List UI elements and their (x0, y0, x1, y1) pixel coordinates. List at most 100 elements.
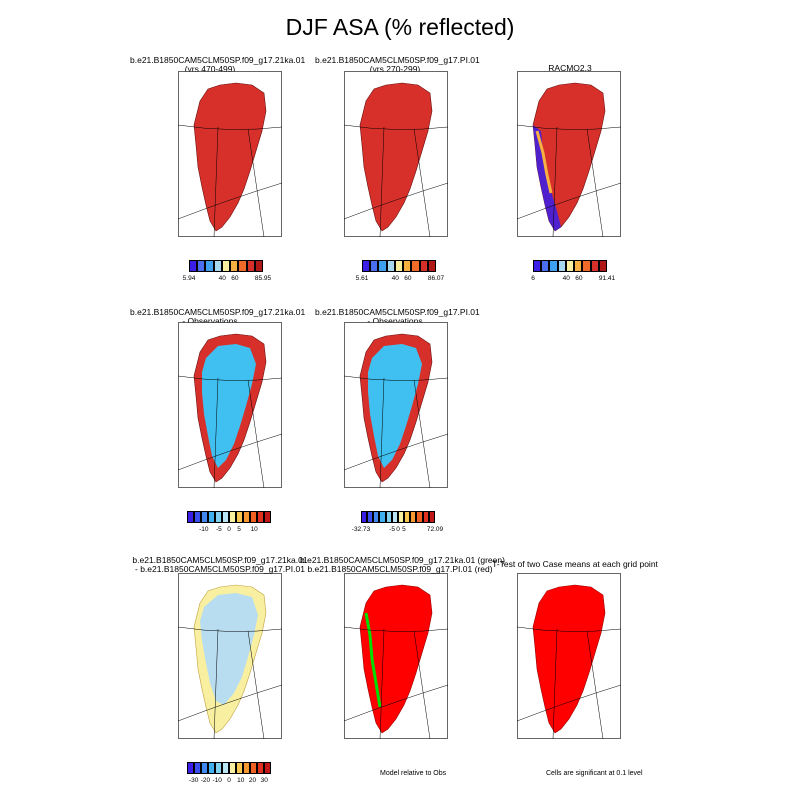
colorbar-tick-label: -5 (216, 526, 222, 533)
colorbar-box (397, 511, 405, 523)
map-fill-group (193, 584, 267, 734)
green-margin (364, 612, 382, 708)
colorbar-box (230, 260, 239, 272)
panel-title-line: - Observations (367, 316, 423, 326)
colorbar-box (367, 511, 374, 523)
panel-title-line: RACMO2.3 (548, 63, 592, 73)
colorbar-box (229, 762, 236, 774)
interior-region (368, 344, 422, 468)
colorbar-box (391, 511, 398, 523)
colorbar-tick-label: 91.41 (598, 275, 616, 282)
greenland-map (344, 573, 448, 739)
map-panel-ttest (517, 573, 621, 739)
colorbar-21ka-minus-obs: -10 -5 0 5 10 (187, 511, 271, 535)
colorbar-box (246, 260, 255, 272)
colorbar-box (264, 511, 271, 523)
colorbar-box (222, 762, 229, 774)
colorbar-tick-label: 5 (402, 526, 406, 533)
parallel-line (178, 124, 282, 130)
colorbar-box (189, 260, 198, 272)
colorbar-racmo: 6 40 60 91.41 (531, 260, 615, 284)
colorbar-tick-label: 60 (575, 275, 583, 282)
map-panel-pi (344, 71, 448, 237)
parallel-line (517, 684, 621, 722)
colorbar-box (236, 762, 243, 774)
greenland-map (344, 71, 448, 237)
parallel-line (517, 182, 621, 220)
colorbar-box (598, 260, 607, 272)
meridian-line (247, 128, 265, 237)
colorbar-box (385, 511, 392, 523)
colorbar-box (187, 762, 194, 774)
panel-title-line: b.e21.B1850CAM5CLM50SP.f09_g17.21ka.01 (130, 307, 306, 317)
map-panel-21ka-minus-pi (178, 573, 282, 739)
colorbar-tick-label: -30 (189, 777, 199, 784)
panel-title-line: b.e21.B1850CAM5CLM50SP.f09_g17.21ka.01 (… (300, 555, 505, 565)
colorbar-box (533, 260, 542, 272)
meridian-line (413, 128, 431, 237)
colorbar-box (362, 260, 371, 272)
colorbar-tick-label: 72.09 (426, 526, 444, 533)
panel-title-line: - Observations (182, 316, 238, 326)
panel-title-6: b.e21.B1850CAM5CLM50SP.f09_g17.21ka.01 -… (130, 556, 310, 574)
colorbar-box (419, 260, 428, 272)
colorbar-box (361, 511, 368, 523)
parallel-line (178, 433, 282, 471)
colorbar-box (394, 260, 404, 272)
colorbar-tick-label: 5 (237, 526, 241, 533)
colorbar-box (208, 511, 215, 523)
panel-title-3: RACMO2.3 (520, 64, 620, 73)
parallel-line (344, 182, 448, 220)
colorbar-boxes (189, 260, 263, 272)
parallel-line (517, 124, 621, 130)
colorbar-box (250, 511, 257, 523)
colorbar-box (194, 762, 201, 774)
colorbar-box (215, 762, 222, 774)
colorbar-box (378, 260, 387, 272)
greenland-map (517, 573, 621, 739)
panel-title-8: T-Test of two Case means at each grid po… (490, 560, 660, 569)
colorbar-box (215, 511, 222, 523)
colorbar-box (187, 511, 194, 523)
colorbar-box (370, 260, 379, 272)
colorbar-box (410, 511, 417, 523)
colorbar-box (403, 260, 412, 272)
colorbar-boxes (187, 762, 271, 774)
colorbar-box (238, 260, 247, 272)
colorbar-tick-label: 60 (404, 275, 412, 282)
colorbar-tick-label: 0 (227, 526, 231, 533)
panel-title-line: (yrs 470-499) (184, 64, 236, 74)
colorbar-pi-minus-obs: -32.73 -5 0 5 72.09 (352, 511, 443, 535)
parallel-line (344, 375, 448, 381)
greenland-map (178, 71, 282, 237)
meridian-line (213, 126, 219, 237)
colorbar-tick-label: 5.61 (355, 275, 369, 282)
meridian-line (213, 628, 219, 739)
parallel-line (178, 626, 282, 632)
orange-margin (535, 130, 553, 194)
map-fill-group (193, 333, 267, 483)
panel-title-2: b.e21.B1850CAM5CLM50SP.f09_g17.PI.01 (yr… (315, 56, 480, 74)
meridian-line (379, 126, 385, 237)
colorbar-boxes (361, 511, 435, 523)
meridian-line (247, 630, 265, 739)
colorbar-box (582, 260, 591, 272)
colorbar-tick-label: 85.95 (254, 275, 272, 282)
parallel-line (517, 626, 621, 632)
greenland-map (178, 573, 282, 739)
colorbar-box (590, 260, 599, 272)
colorbar-box (257, 762, 264, 774)
colorbar-tick-label: 0 (396, 526, 400, 533)
parallel-line (344, 124, 448, 130)
meridian-line (552, 126, 558, 237)
greenland-map (517, 71, 621, 237)
greenland-map (344, 322, 448, 488)
colorbar-tick-label: 5.94 (182, 275, 196, 282)
colorbar-box (221, 260, 231, 272)
panel-title-line: b.e21.B1850CAM5CLM50SP.f09_g17.21ka.01 (130, 55, 306, 65)
colorbar-box (201, 511, 208, 523)
colorbar-box (236, 511, 243, 523)
significance-note: Cells are significant at 0.1 level (546, 770, 643, 777)
meridian-line (552, 628, 558, 739)
colorbar-box (205, 260, 214, 272)
